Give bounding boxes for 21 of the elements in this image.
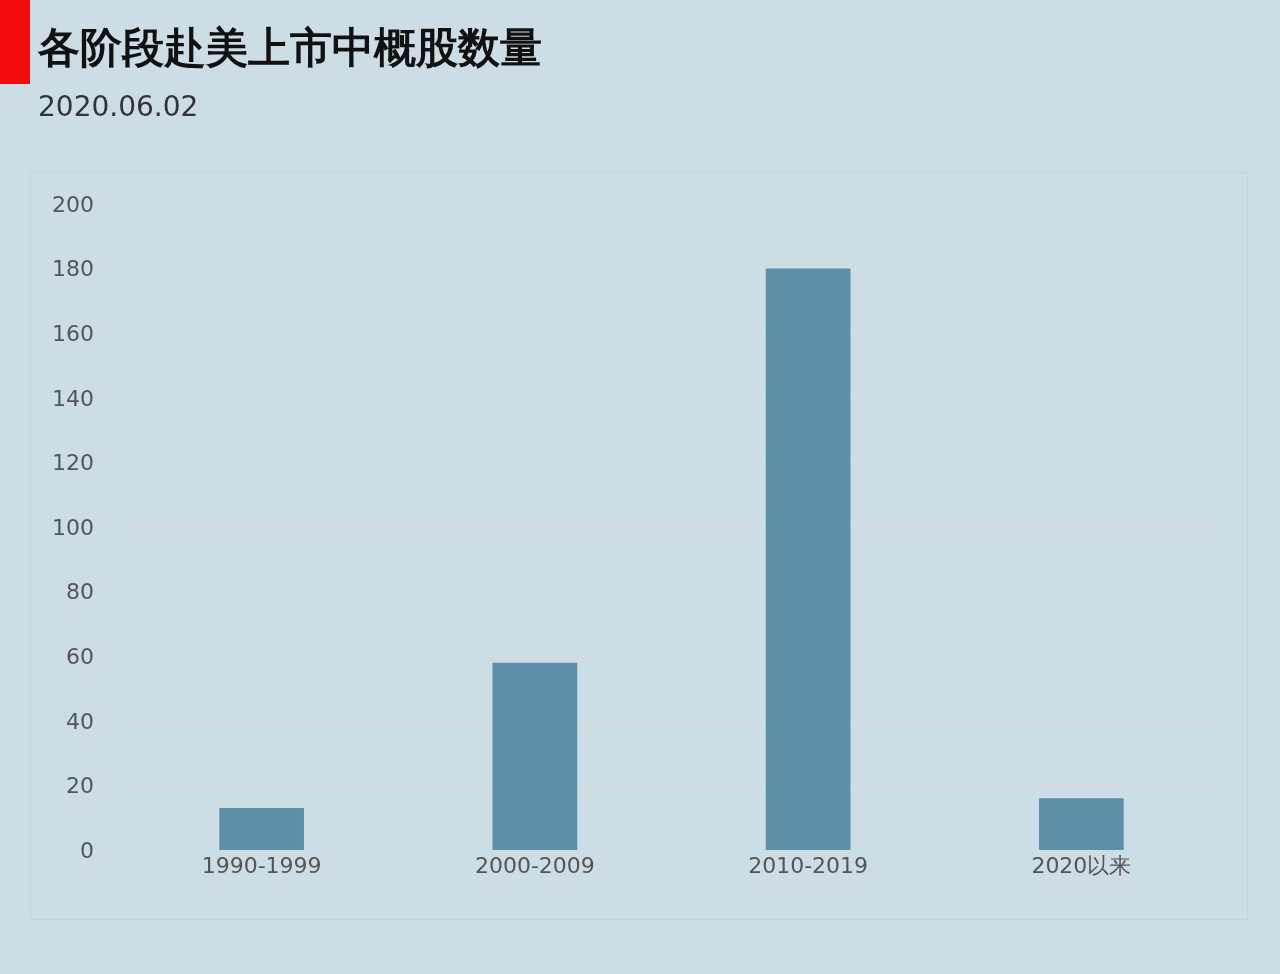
y-tick-label: 0 <box>80 837 94 863</box>
y-tick-label: 40 <box>66 708 94 734</box>
y-tick-label: 60 <box>66 643 94 669</box>
y-tick-label: 100 <box>52 514 94 540</box>
bar <box>219 808 304 850</box>
chart-subtitle: 2020.06.02 <box>38 90 199 123</box>
y-tick-label: 200 <box>52 191 94 217</box>
bar <box>492 662 578 850</box>
y-tick-label: 160 <box>52 320 94 346</box>
bar <box>1039 798 1124 850</box>
chart-title: 各阶段赴美上市中概股数量 <box>38 22 542 74</box>
y-tick-label: 120 <box>52 450 94 476</box>
x-tick-label: 2010-2019 <box>748 853 869 878</box>
x-tick-label: 2000-2009 <box>474 853 595 878</box>
y-tick-label: 180 <box>52 256 94 282</box>
x-tick-label: 1990-1999 <box>201 853 322 878</box>
y-tick-label: 80 <box>66 579 94 605</box>
y-tick-label: 20 <box>66 773 94 799</box>
y-tick-label: 140 <box>52 385 94 411</box>
bar <box>765 268 851 850</box>
x-tick-label: 2020以来 <box>1031 853 1132 878</box>
